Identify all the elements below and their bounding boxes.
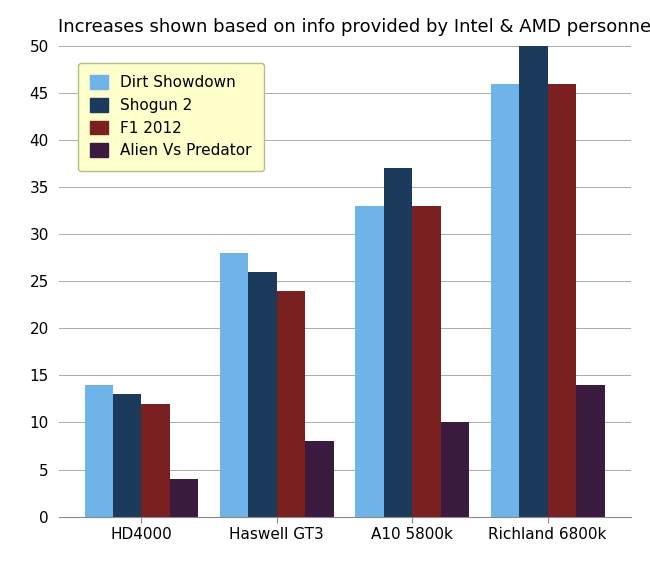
Bar — [384, 168, 412, 517]
Bar — [491, 84, 519, 517]
Bar — [220, 253, 248, 517]
Bar — [170, 479, 198, 517]
Bar — [248, 272, 277, 517]
Bar — [113, 394, 142, 517]
Bar — [547, 84, 576, 517]
Bar — [306, 441, 333, 517]
Bar — [441, 422, 469, 517]
Bar — [142, 404, 170, 517]
Bar — [576, 385, 604, 517]
Bar — [277, 290, 305, 517]
Bar — [412, 206, 441, 517]
Bar — [519, 46, 547, 517]
Legend: Dirt Showdown, Shogun 2, F1 2012, Alien Vs Predator: Dirt Showdown, Shogun 2, F1 2012, Alien … — [77, 63, 264, 170]
Bar — [84, 385, 113, 517]
Bar — [356, 206, 383, 517]
Text: Increases shown based on info provided by Intel & AMD personnel: Increases shown based on info provided b… — [58, 18, 650, 36]
